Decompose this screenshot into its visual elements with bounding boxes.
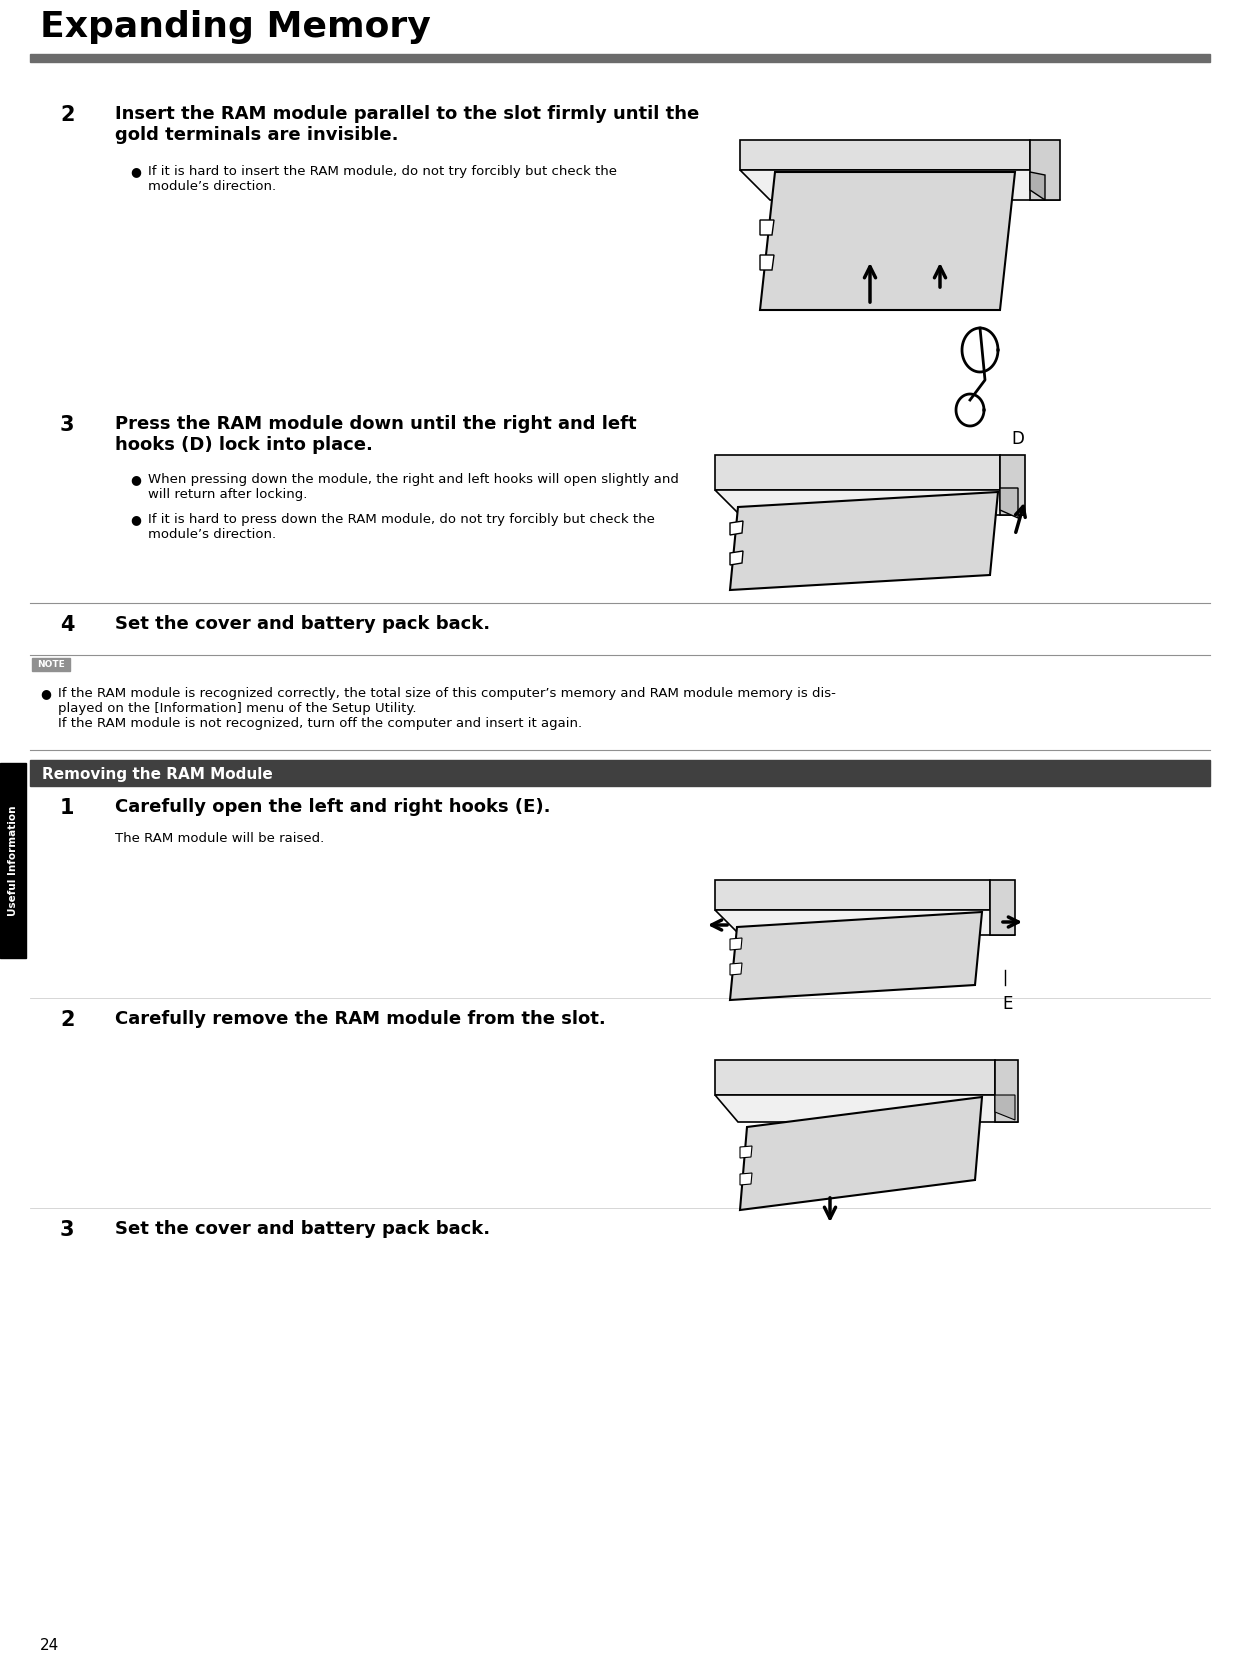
- Text: Carefully open the left and right hooks (E).: Carefully open the left and right hooks …: [115, 798, 551, 817]
- Polygon shape: [999, 456, 1025, 516]
- Polygon shape: [730, 550, 743, 565]
- Polygon shape: [1030, 171, 1045, 200]
- Text: Insert the RAM module parallel to the slot firmly until the
gold terminals are i: Insert the RAM module parallel to the sl…: [115, 105, 699, 143]
- Polygon shape: [730, 492, 998, 590]
- Text: 2: 2: [60, 1009, 74, 1029]
- Text: D: D: [1012, 431, 1024, 447]
- Polygon shape: [760, 220, 774, 234]
- Polygon shape: [999, 487, 1018, 517]
- Polygon shape: [715, 1094, 1018, 1123]
- Text: Set the cover and battery pack back.: Set the cover and battery pack back.: [115, 1221, 490, 1237]
- Polygon shape: [715, 910, 1016, 935]
- Text: E: E: [1002, 994, 1012, 1013]
- Polygon shape: [715, 1059, 994, 1094]
- Bar: [30, 53, 1210, 62]
- Text: Expanding Memory: Expanding Memory: [40, 10, 430, 43]
- Text: Press the RAM module down until the right and left
hooks (D) lock into place.: Press the RAM module down until the righ…: [115, 416, 636, 454]
- Polygon shape: [715, 880, 990, 910]
- Text: ●: ●: [130, 472, 141, 486]
- Text: When pressing down the module, the right and left hooks will open slightly and
w: When pressing down the module, the right…: [148, 472, 678, 501]
- Polygon shape: [990, 880, 1016, 935]
- Text: The RAM module will be raised.: The RAM module will be raised.: [115, 832, 324, 845]
- Text: If it is hard to press down the RAM module, do not try forcibly but check the
mo: If it is hard to press down the RAM modu…: [148, 512, 655, 540]
- Polygon shape: [1030, 140, 1060, 200]
- Bar: [30, 760, 1210, 787]
- Polygon shape: [740, 140, 1030, 170]
- Text: ●: ●: [130, 512, 141, 526]
- Polygon shape: [740, 1172, 751, 1186]
- Polygon shape: [740, 170, 1060, 200]
- Text: Set the cover and battery pack back.: Set the cover and battery pack back.: [115, 615, 490, 634]
- Text: If it is hard to insert the RAM module, do not try forcibly but check the
module: If it is hard to insert the RAM module, …: [148, 165, 618, 193]
- Text: ●: ●: [130, 165, 141, 178]
- Polygon shape: [730, 911, 982, 999]
- Polygon shape: [994, 1059, 1018, 1123]
- Text: 1: 1: [60, 798, 74, 818]
- Bar: [0, 763, 26, 958]
- Polygon shape: [730, 938, 742, 950]
- Polygon shape: [994, 1094, 1016, 1119]
- Text: Carefully remove the RAM module from the slot.: Carefully remove the RAM module from the…: [115, 1009, 606, 1028]
- Text: 24: 24: [40, 1638, 60, 1653]
- Text: If the RAM module is recognized correctly, the total size of this computer’s mem: If the RAM module is recognized correctl…: [58, 687, 836, 730]
- Text: 4: 4: [60, 615, 74, 635]
- Text: Removing the RAM Module: Removing the RAM Module: [42, 767, 273, 782]
- Polygon shape: [730, 521, 743, 535]
- Text: 2: 2: [60, 105, 74, 125]
- Text: Useful Information: Useful Information: [7, 805, 19, 916]
- Polygon shape: [760, 254, 774, 269]
- Polygon shape: [760, 171, 1016, 309]
- Text: NOTE: NOTE: [37, 660, 64, 669]
- Polygon shape: [740, 1098, 982, 1211]
- Polygon shape: [715, 456, 999, 491]
- Text: ●: ●: [40, 687, 51, 700]
- Polygon shape: [740, 1146, 751, 1157]
- Text: 3: 3: [60, 416, 74, 436]
- Polygon shape: [730, 963, 742, 975]
- Text: 3: 3: [60, 1221, 74, 1241]
- Polygon shape: [715, 491, 1025, 516]
- Bar: [32, 659, 69, 670]
